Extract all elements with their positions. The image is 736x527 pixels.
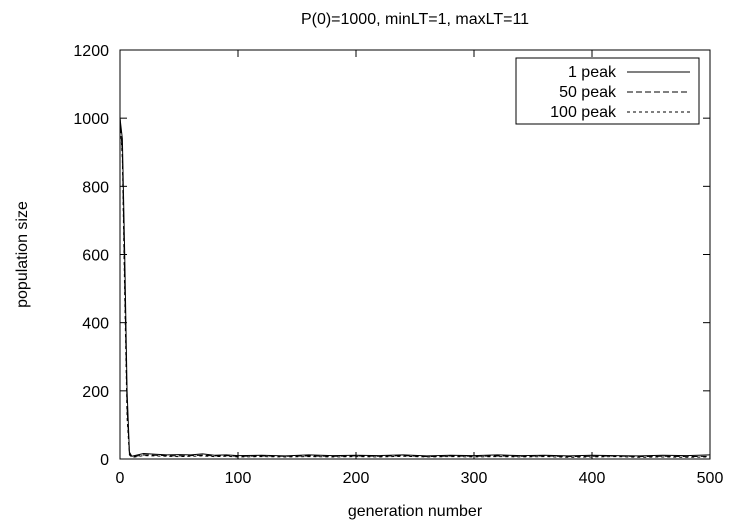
legend-label: 1 peak	[568, 64, 617, 81]
x-tick-label: 100	[225, 470, 252, 487]
y-tick-label: 400	[82, 316, 109, 333]
legend-label: 50 peak	[559, 84, 617, 101]
y-tick-label: 600	[82, 248, 109, 265]
x-axis-label: generation number	[348, 503, 483, 520]
y-axis-label: population size	[14, 201, 31, 308]
x-tick-label: 0	[116, 470, 125, 487]
legend: 1 peak 50 peak 100 peak	[515, 57, 700, 125]
chart-title: P(0)=1000, minLT=1, maxLT=11	[301, 11, 529, 28]
y-tick-label: 0	[100, 452, 109, 469]
legend-box	[515, 57, 700, 125]
series-line-2	[119, 118, 711, 458]
y-tick-label: 800	[82, 179, 109, 196]
series-line-1	[119, 118, 711, 457]
x-tick-label: 500	[697, 470, 724, 487]
legend-label: 100 peak	[550, 104, 617, 121]
y-tick-label: 1000	[73, 111, 109, 128]
x-tick-label: 200	[343, 470, 370, 487]
series-layer	[119, 118, 711, 458]
y-tick-label: 200	[82, 384, 109, 401]
x-tick-label: 300	[461, 470, 488, 487]
y-tick-label: 1200	[73, 43, 109, 60]
axis-ticks: 0 100 200 300 400 500 0 200 400 600 800 1000 1200	[73, 43, 723, 487]
x-tick-label: 400	[579, 470, 606, 487]
series-line-3	[119, 118, 711, 458]
